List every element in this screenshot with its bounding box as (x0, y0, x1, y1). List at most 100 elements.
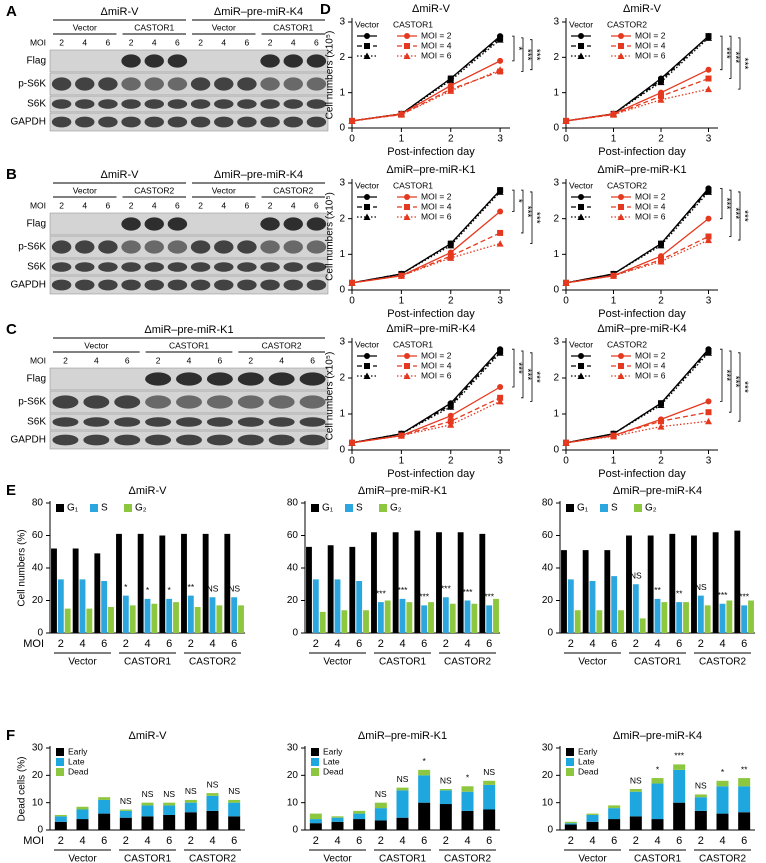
significance: *** (484, 592, 495, 602)
x-axis-label: Post-infection day (387, 146, 475, 158)
data-point (657, 401, 665, 408)
legend-swatch (56, 758, 64, 766)
y-tick-label: 0 (292, 825, 298, 836)
bar-segment (374, 802, 387, 809)
blot-band (145, 372, 172, 386)
legend-label: MOI = 6 (635, 211, 666, 221)
x-tick-label: 1 (399, 296, 405, 307)
blot-band (260, 116, 280, 128)
x-tick-label: 2 (698, 835, 704, 847)
x-axis-label: Post-infection day (598, 146, 686, 158)
legend-header: CASTOR1 (393, 180, 433, 190)
y-axis-label: Cell numbers (x10⁵) (325, 192, 336, 281)
y-tick-label: 0 (547, 825, 553, 836)
blot-band (121, 240, 141, 254)
x-axis-label: Post-infection day (598, 468, 686, 480)
moi-label: 4 (221, 37, 226, 47)
significance: *** (729, 376, 740, 388)
legend-marker (404, 33, 410, 39)
x-tick-label: 4 (719, 835, 725, 847)
bar (231, 597, 238, 633)
bar-segment (439, 804, 452, 830)
legend-header: CASTOR1 (393, 339, 433, 349)
significance: *** (521, 206, 532, 218)
blot-strip (49, 112, 329, 132)
x-tick-label: 2 (443, 835, 449, 847)
bar-segment (228, 816, 241, 830)
x-tick-label: 6 (486, 835, 492, 847)
bar-segment (694, 810, 707, 830)
legend-swatch (56, 748, 64, 756)
bar (741, 605, 748, 633)
x-tick-label: 2 (313, 638, 319, 650)
y-tick-label: 0 (339, 285, 345, 296)
significance: ** (188, 582, 195, 592)
data-point (397, 272, 405, 279)
legend-label: MOI = 4 (421, 201, 452, 211)
blot-band (114, 434, 141, 446)
condition-label: Vector (73, 22, 97, 32)
x-tick-label: 4 (654, 638, 660, 650)
legend-label: MOI = 2 (635, 350, 666, 360)
bar (238, 605, 244, 633)
row-label: p-S6K (18, 397, 46, 408)
group-title: ΔmiR–pre-miR-K4 (214, 169, 303, 181)
significance: * (721, 767, 725, 777)
legend-label: Late (323, 756, 340, 766)
blot-band (299, 372, 326, 386)
blot-band (51, 240, 72, 254)
blot-band (75, 116, 95, 128)
y-tick-label: 0 (547, 628, 553, 639)
group-label: Vector (68, 657, 97, 668)
x-tick-label: 6 (741, 835, 747, 847)
bar (173, 602, 179, 633)
legend-marker (364, 204, 370, 210)
significance: ** (654, 585, 661, 595)
legend-label: Early (323, 746, 343, 756)
bar (719, 603, 726, 633)
moi-label: 2 (129, 37, 134, 47)
x-tick-label: 4 (399, 638, 405, 650)
group-label: CASTOR1 (634, 657, 681, 668)
moi-label: 2 (268, 200, 273, 210)
chart-title: ΔmiR-V (129, 730, 168, 742)
legend-swatch (566, 768, 574, 776)
bar (129, 605, 136, 633)
bar-segment (206, 793, 219, 796)
significance: *** (530, 212, 541, 224)
significance: * (466, 773, 470, 783)
significance: *** (729, 207, 740, 219)
legend-label: G₂ (390, 503, 402, 514)
bar (194, 607, 201, 633)
bar-segment (418, 775, 431, 803)
series-line (565, 411, 709, 444)
blot-band (190, 262, 211, 272)
data-point (447, 412, 454, 419)
blot-band (299, 395, 326, 409)
legend-label: Dead (68, 766, 89, 776)
legend-header: Vector (355, 180, 379, 190)
chart-title: ΔmiR–pre-miR-K1 (358, 485, 447, 497)
x-tick-label: 4 (399, 835, 405, 847)
bar-segment (738, 786, 751, 813)
bar (457, 532, 464, 633)
moi-label: 6 (106, 200, 111, 210)
blot-band (51, 262, 72, 272)
blot-band (121, 116, 141, 128)
significance: *** (674, 751, 685, 761)
bar (661, 602, 668, 633)
bar-segment (716, 786, 729, 814)
y-tick-label: 30 (32, 743, 44, 754)
bar-segment (694, 797, 707, 811)
panel-label: C (6, 321, 17, 338)
x-tick-label: 2 (658, 296, 664, 307)
bar (187, 595, 194, 633)
legend-label: Early (578, 746, 598, 756)
bar-segment (738, 778, 751, 787)
moi-label: 6 (218, 355, 223, 365)
legend-marker (363, 52, 371, 59)
significance: NS (397, 774, 409, 784)
data-point (562, 439, 570, 446)
legend-marker (404, 194, 410, 200)
moi-label: 4 (82, 37, 87, 47)
